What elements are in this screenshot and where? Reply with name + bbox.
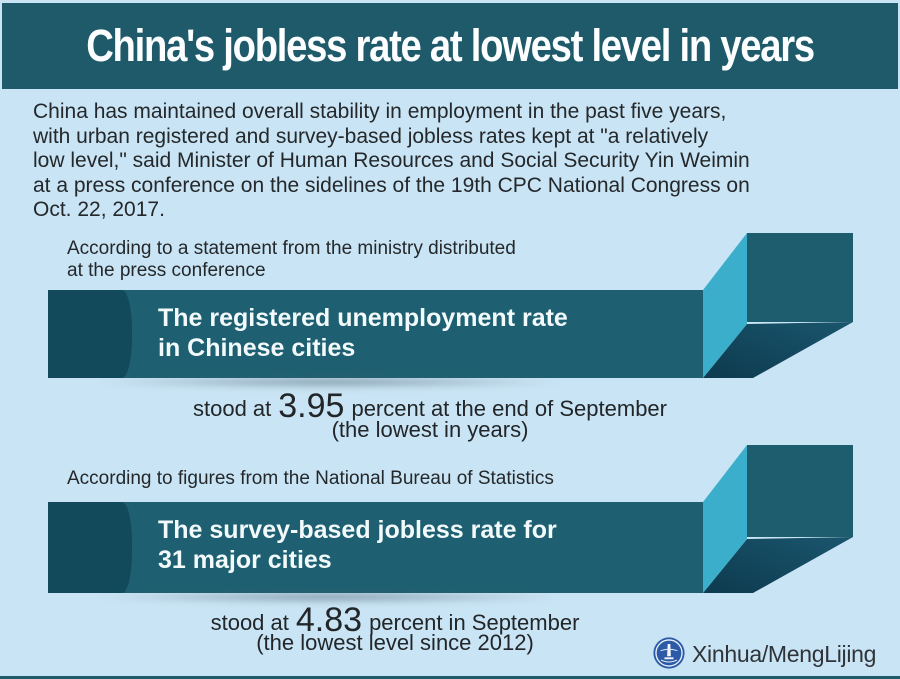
- ribbon-fold-icon: [703, 233, 853, 378]
- stat-suffix: percent at the end of September: [351, 396, 667, 421]
- stat-suffix: percent in September: [369, 610, 580, 635]
- band-drop-shadow: [95, 375, 565, 389]
- credit-text: Xinhua/MengLijing: [692, 641, 877, 667]
- header-bar: China's jobless rate at lowest level in …: [2, 3, 898, 89]
- xinhua-emblem-icon: [653, 637, 685, 669]
- source-label: According to figures from the National B…: [67, 468, 554, 489]
- intro-paragraph: China has maintained overall stability i…: [33, 100, 750, 221]
- stat-line: stood at 4.83 percent in September: [15, 600, 775, 639]
- banner-title: The registered unemployment rate in Chin…: [158, 304, 568, 362]
- banner-title: The survey-based jobless rate for 31 maj…: [158, 516, 557, 574]
- stat-prefix: stood at: [192, 396, 272, 421]
- stat-prefix: stood at: [210, 610, 289, 635]
- stat-line: stood at 3.95 percent at the end of Septem…: [50, 386, 810, 425]
- bottom-bar: [0, 676, 900, 679]
- stat-note: (the lowest level since 2012): [256, 630, 534, 655]
- page-title: China's jobless rate at lowest level in …: [86, 20, 815, 71]
- ribbon-band: The registered unemployment rate in Chin…: [48, 290, 703, 378]
- band-drop-shadow: [95, 590, 565, 604]
- ribbon-band-left-shade: [48, 502, 132, 593]
- stat-note: (the lowest in years): [331, 417, 529, 442]
- stat-value: 4.83: [295, 601, 363, 639]
- ribbon-band-left-shade: [48, 290, 132, 378]
- stat-value: 3.95: [278, 387, 345, 425]
- ribbon-fold-icon: [703, 445, 853, 593]
- ribbon-band: The survey-based jobless rate for 31 maj…: [48, 502, 703, 593]
- source-label: According to a statement from the minist…: [67, 238, 516, 281]
